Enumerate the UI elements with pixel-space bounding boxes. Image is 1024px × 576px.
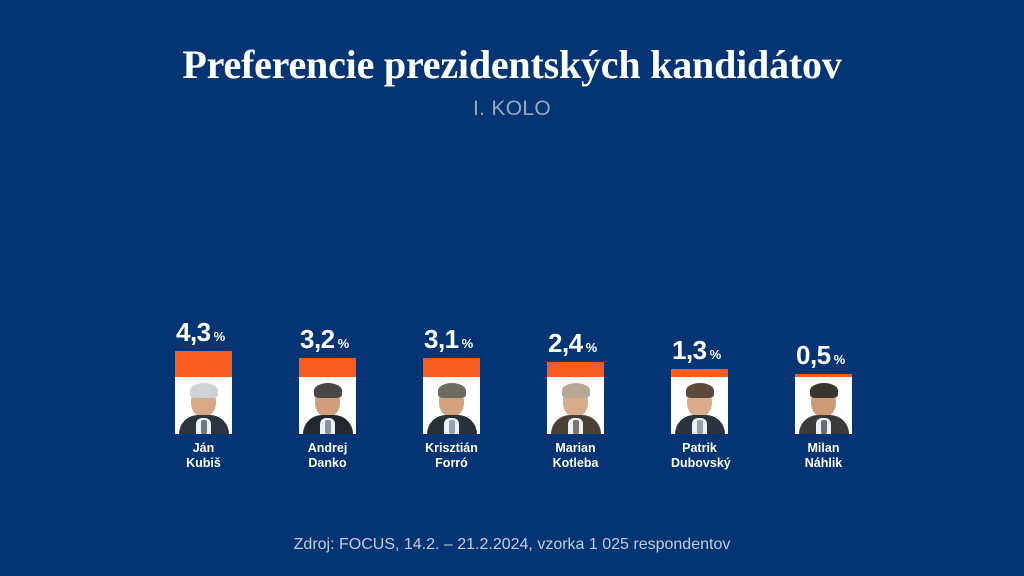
candidate-last-name: Kotleba bbox=[552, 455, 599, 470]
candidate-value-number: 4,3 bbox=[176, 317, 211, 347]
portrait-patrik-dubovsky bbox=[671, 377, 728, 434]
candidate-bar-chart: 4,3% Ján Kubiš 3,2% Andrej Danko 3,1% Krisztián… bbox=[160, 319, 880, 470]
candidate-first-name: Andrej bbox=[307, 441, 348, 455]
candidate-value-number: 1,3 bbox=[672, 335, 707, 365]
candidate-name: Marian Kotleba bbox=[547, 441, 604, 470]
candidate-first-name: Marian bbox=[555, 441, 596, 455]
page-title: Preferencie prezidentských kandidátov bbox=[182, 42, 842, 87]
candidate-value: 4,3% bbox=[175, 319, 232, 345]
candidate-name: Ján Kubiš bbox=[175, 441, 232, 470]
percent-sign: % bbox=[833, 352, 846, 367]
candidate-value-number: 3,1 bbox=[424, 324, 459, 354]
candidate-name: Milan Náhlik bbox=[795, 441, 852, 470]
portrait-milan-nahlik bbox=[795, 377, 852, 434]
candidate-last-name: Forró bbox=[435, 455, 468, 470]
candidate-name: Krisztián Forró bbox=[423, 441, 480, 470]
value-bar bbox=[671, 369, 728, 377]
portrait-marian-kotleba bbox=[547, 377, 604, 434]
value-bar bbox=[795, 374, 852, 377]
candidate-name: Patrik Dubovský bbox=[671, 441, 731, 470]
value-bar bbox=[299, 358, 356, 377]
candidate-last-name: Kubiš bbox=[186, 455, 221, 470]
candidate-value: 1,3% bbox=[671, 337, 728, 363]
candidate-value: 0,5% bbox=[795, 342, 852, 368]
candidate-value-number: 0,5 bbox=[796, 340, 831, 370]
percent-sign: % bbox=[337, 336, 350, 351]
candidate-column[interactable]: 0,5% Milan Náhlik bbox=[795, 342, 852, 470]
candidate-value-number: 2,4 bbox=[548, 328, 583, 358]
candidate-last-name: Danko bbox=[308, 455, 347, 470]
percent-sign: % bbox=[213, 329, 226, 344]
candidate-name: Andrej Danko bbox=[299, 441, 356, 470]
header: Preferencie prezidentských kandidátov I.… bbox=[0, 0, 1024, 121]
value-bar bbox=[547, 362, 604, 377]
page-subtitle: I. KOLO bbox=[473, 97, 551, 120]
candidate-value-number: 3,2 bbox=[300, 324, 335, 354]
candidate-first-name: Milan bbox=[807, 441, 840, 455]
candidate-value: 3,1% bbox=[423, 326, 480, 352]
percent-sign: % bbox=[461, 336, 474, 351]
value-bar bbox=[175, 351, 232, 377]
candidate-value: 3,2% bbox=[299, 326, 356, 352]
portrait-jan-kubis bbox=[175, 377, 232, 434]
candidate-first-name: Patrik bbox=[682, 441, 717, 455]
portrait-andrej-danko bbox=[299, 377, 356, 434]
candidate-column[interactable]: 4,3% Ján Kubiš bbox=[175, 319, 232, 470]
candidate-column[interactable]: 3,1% Krisztián Forró bbox=[423, 326, 480, 470]
candidate-first-name: Ján bbox=[192, 441, 215, 455]
candidate-column[interactable]: 1,3% Patrik Dubovský bbox=[671, 337, 731, 470]
candidate-first-name: Krisztián bbox=[425, 441, 478, 455]
percent-sign: % bbox=[709, 347, 722, 362]
percent-sign: % bbox=[585, 340, 598, 355]
candidate-column[interactable]: 2,4% Marian Kotleba bbox=[547, 330, 604, 470]
portrait-krisztian-forro bbox=[423, 377, 480, 434]
candidate-value: 2,4% bbox=[547, 330, 604, 356]
candidate-last-name: Dubovský bbox=[671, 455, 731, 470]
source-note: Zdroj: FOCUS, 14.2. – 21.2.2024, vzorka … bbox=[293, 536, 731, 553]
value-bar bbox=[423, 358, 480, 377]
candidate-column[interactable]: 3,2% Andrej Danko bbox=[299, 326, 356, 470]
candidate-last-name: Náhlik bbox=[804, 455, 843, 470]
